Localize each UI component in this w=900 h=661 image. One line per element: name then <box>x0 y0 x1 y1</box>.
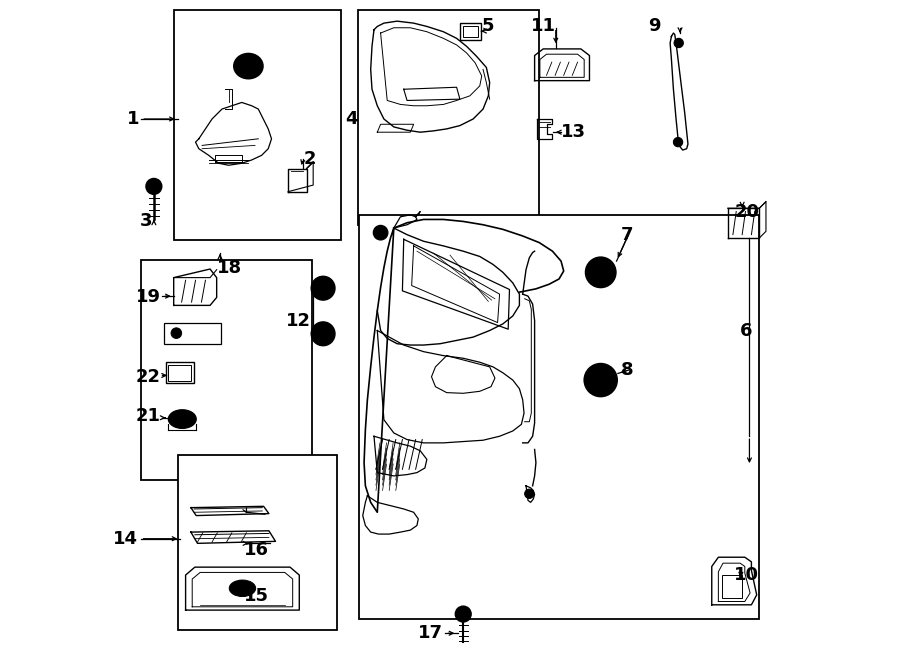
Text: 2: 2 <box>303 149 316 168</box>
Circle shape <box>674 38 683 48</box>
Text: 12: 12 <box>286 311 311 330</box>
Bar <box>166 362 194 383</box>
Text: 8: 8 <box>620 361 634 379</box>
Text: 15: 15 <box>244 587 269 605</box>
Ellipse shape <box>168 410 196 428</box>
Circle shape <box>525 489 534 498</box>
Ellipse shape <box>234 54 263 79</box>
Circle shape <box>150 182 158 190</box>
Bar <box>464 26 478 37</box>
Text: 16: 16 <box>244 541 269 559</box>
Circle shape <box>171 328 182 338</box>
Circle shape <box>590 370 610 390</box>
Circle shape <box>459 610 467 618</box>
Text: 3: 3 <box>140 212 152 231</box>
Bar <box>460 23 482 40</box>
Text: 20: 20 <box>734 202 760 221</box>
Text: 13: 13 <box>561 123 586 141</box>
Text: 17: 17 <box>418 624 444 642</box>
Text: 6: 6 <box>740 321 752 340</box>
Text: 4: 4 <box>345 110 357 128</box>
Text: 21: 21 <box>136 407 160 426</box>
Circle shape <box>673 137 683 147</box>
Text: 18: 18 <box>217 258 242 277</box>
Bar <box>175 10 341 240</box>
Text: 7: 7 <box>620 225 633 244</box>
Ellipse shape <box>173 414 192 424</box>
Bar <box>359 215 759 619</box>
Bar <box>358 10 539 225</box>
Text: 11: 11 <box>531 17 556 36</box>
Bar <box>168 365 191 381</box>
Circle shape <box>374 225 388 240</box>
Circle shape <box>146 178 162 194</box>
Bar <box>165 323 220 344</box>
Text: 19: 19 <box>136 288 160 307</box>
Circle shape <box>586 257 616 288</box>
Circle shape <box>317 327 329 340</box>
Circle shape <box>317 282 329 295</box>
Circle shape <box>311 322 335 346</box>
Text: 5: 5 <box>482 17 494 36</box>
Circle shape <box>584 364 617 397</box>
Text: 22: 22 <box>136 368 160 386</box>
Text: 10: 10 <box>734 566 760 584</box>
Text: 9: 9 <box>648 17 661 36</box>
Circle shape <box>455 606 472 622</box>
Bar <box>178 455 337 630</box>
Bar <box>141 260 312 480</box>
Circle shape <box>311 276 335 300</box>
Text: 1: 1 <box>127 110 140 128</box>
Circle shape <box>592 264 609 281</box>
Text: 14: 14 <box>113 529 138 548</box>
Ellipse shape <box>239 59 257 73</box>
Ellipse shape <box>230 580 256 596</box>
Bar <box>722 575 742 598</box>
